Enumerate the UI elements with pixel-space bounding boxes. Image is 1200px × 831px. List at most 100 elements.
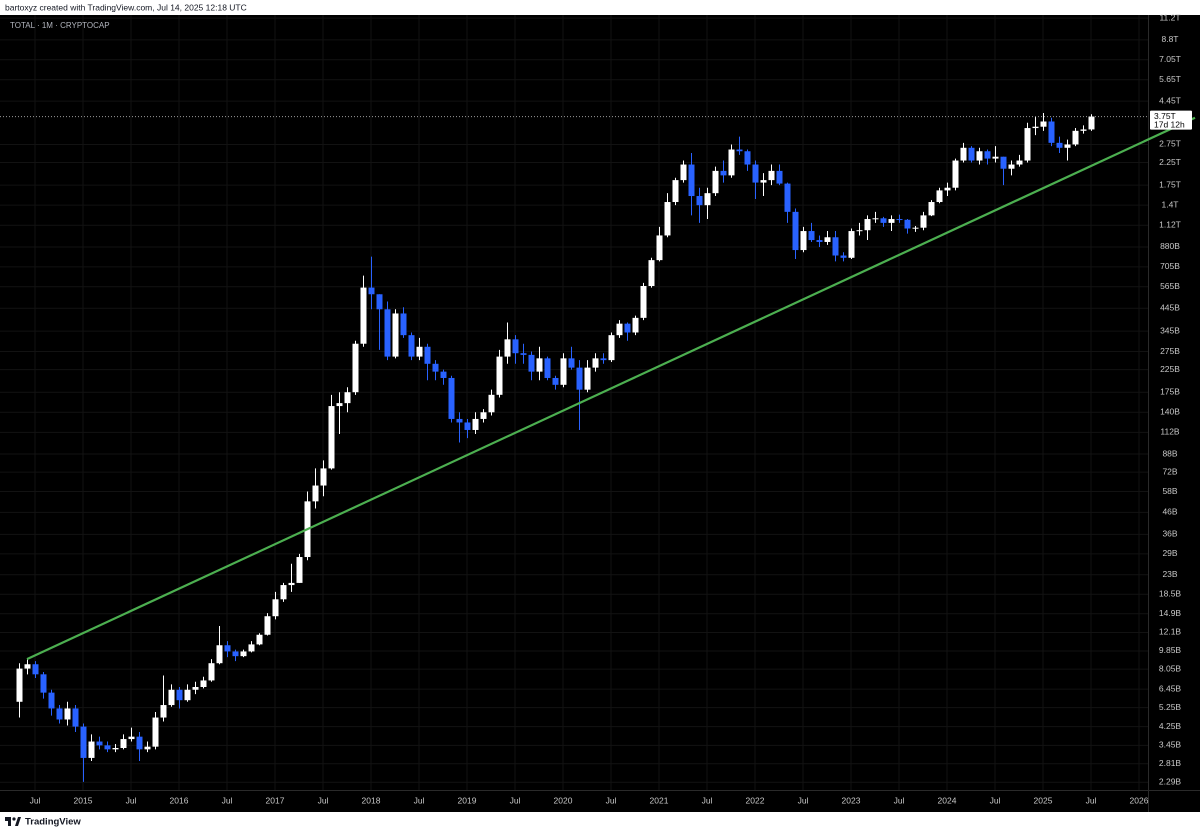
candle-body xyxy=(1000,156,1007,169)
y-tick-label: 2.29B xyxy=(1159,776,1182,786)
candle-body xyxy=(168,689,175,706)
header-bar xyxy=(0,0,1200,15)
y-tick-label: 565B xyxy=(1160,281,1180,291)
candle-body xyxy=(144,746,151,750)
candle-body xyxy=(272,599,279,617)
y-tick-label: 1.12T xyxy=(1159,220,1181,230)
candle-body xyxy=(832,237,839,256)
candle-body xyxy=(1040,121,1047,127)
candle-body xyxy=(72,708,79,727)
candle-body xyxy=(112,747,119,750)
price-label: 3.75T xyxy=(1154,111,1176,121)
y-tick-label: 225B xyxy=(1160,364,1180,374)
logo-part xyxy=(15,817,21,826)
candle-body xyxy=(824,237,831,242)
candle-body xyxy=(864,219,871,231)
candle-body xyxy=(976,151,983,161)
price-label-box xyxy=(1150,110,1192,130)
candle-body xyxy=(888,219,895,223)
candle-body xyxy=(848,231,855,258)
candle-body xyxy=(192,687,199,690)
candle-body xyxy=(232,651,239,657)
x-tick-label: 2019 xyxy=(458,795,477,805)
candle-body xyxy=(1024,128,1031,161)
x-tick-label: Jul xyxy=(30,795,41,805)
y-tick-label: 4.25B xyxy=(1159,721,1182,731)
candle-body xyxy=(576,367,583,390)
y-tick-label: 6.45B xyxy=(1159,683,1182,693)
y-tick-label: 72B xyxy=(1162,466,1177,476)
candle-body xyxy=(920,215,927,228)
x-tick-label: Jul xyxy=(1086,795,1097,805)
candle-body xyxy=(48,692,55,709)
candle-body xyxy=(1032,126,1039,129)
candle-body xyxy=(744,151,751,165)
candle-body xyxy=(488,394,495,413)
candle-body xyxy=(984,151,991,159)
x-tick-label: Jul xyxy=(894,795,905,805)
x-tick-label: 2021 xyxy=(650,795,669,805)
candle-body xyxy=(224,645,231,652)
y-tick-label: 2.81B xyxy=(1159,758,1182,768)
candle-body xyxy=(424,346,431,364)
x-tick-label: Jul xyxy=(222,795,233,805)
candle-body xyxy=(328,406,335,469)
candle-body xyxy=(200,680,207,688)
candle-body xyxy=(712,170,719,194)
y-tick-label: 880B xyxy=(1160,241,1180,251)
candle-body xyxy=(912,227,919,229)
candle-body xyxy=(456,418,463,423)
y-tick-label: 58B xyxy=(1162,486,1177,496)
candle-body xyxy=(584,367,591,390)
footer-bar xyxy=(0,812,1200,831)
candle-body xyxy=(352,343,359,393)
candle-body xyxy=(368,287,375,295)
candle-body xyxy=(792,211,799,251)
trend-line xyxy=(26,116,1196,661)
candle-body xyxy=(968,147,975,161)
candle-body xyxy=(648,260,655,287)
y-tick-label: 88B xyxy=(1162,448,1177,458)
candle-body xyxy=(160,705,167,718)
x-tick-label: Jul xyxy=(318,795,329,805)
candle-body xyxy=(784,183,791,212)
y-tick-label: 705B xyxy=(1160,261,1180,271)
candle-body xyxy=(392,313,399,357)
plot-area xyxy=(16,113,1095,782)
candle-body xyxy=(176,689,183,701)
y-tick-label: 2.25T xyxy=(1159,157,1181,167)
candle-body xyxy=(24,664,31,669)
candle-body xyxy=(320,468,327,486)
candle-body xyxy=(344,392,351,404)
x-tick-label: Jul xyxy=(510,795,521,805)
candle-body xyxy=(544,358,551,378)
candle-body xyxy=(440,371,447,378)
y-tick-label: 175B xyxy=(1160,386,1180,396)
x-tick-label: 2015 xyxy=(74,795,93,805)
candle-body xyxy=(600,358,607,361)
candle-body xyxy=(464,422,471,430)
y-tick-label: 345B xyxy=(1160,325,1180,335)
candle-body xyxy=(1088,116,1095,130)
candle-body xyxy=(592,358,599,368)
candle-body xyxy=(296,557,303,583)
candle-body xyxy=(376,294,383,310)
chart-title: TOTAL · 1M · CRYPTOCAP xyxy=(10,21,110,30)
y-tick-label: 11.2T xyxy=(1159,12,1180,22)
candle-body xyxy=(216,645,223,664)
candle-body xyxy=(480,412,487,419)
y-tick-label: 2.75T xyxy=(1159,139,1181,149)
candle-body xyxy=(552,377,559,385)
candle-body xyxy=(680,164,687,181)
candle-body xyxy=(448,377,455,419)
y-tick-label: 36B xyxy=(1162,529,1177,539)
candle-body xyxy=(776,170,783,184)
logo-part xyxy=(12,817,16,821)
candle-body xyxy=(688,164,695,197)
candle-body xyxy=(752,164,759,183)
y-tick-label: 5.25B xyxy=(1159,702,1182,712)
candle-body xyxy=(96,741,103,746)
y-tick-label: 14.9B xyxy=(1159,608,1182,618)
candle-body xyxy=(1056,142,1063,148)
